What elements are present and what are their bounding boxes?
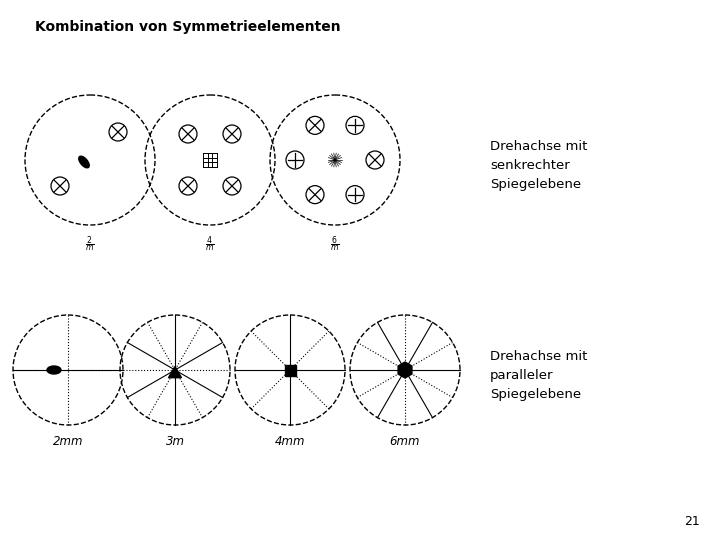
Ellipse shape: [78, 156, 89, 168]
Polygon shape: [168, 367, 181, 377]
Text: $\frac{2}{m}$: $\frac{2}{m}$: [85, 235, 95, 255]
Text: Kombination von Symmetrieelementen: Kombination von Symmetrieelementen: [35, 20, 341, 34]
Polygon shape: [398, 362, 412, 378]
Bar: [284, 364, 295, 375]
Text: 3m: 3m: [166, 435, 184, 448]
Text: $\frac{4}{m}$: $\frac{4}{m}$: [205, 235, 215, 255]
Ellipse shape: [47, 366, 61, 374]
Text: 21: 21: [684, 515, 700, 528]
Text: $\frac{6}{m}$: $\frac{6}{m}$: [330, 235, 340, 255]
Text: 4mm: 4mm: [275, 435, 305, 448]
Text: 6mm: 6mm: [390, 435, 420, 448]
Text: Drehachse mit
paralleler
Spiegelebene: Drehachse mit paralleler Spiegelebene: [490, 350, 588, 401]
Text: Drehachse mit
senkrechter
Spiegelebene: Drehachse mit senkrechter Spiegelebene: [490, 140, 588, 191]
Text: 2mm: 2mm: [53, 435, 84, 448]
